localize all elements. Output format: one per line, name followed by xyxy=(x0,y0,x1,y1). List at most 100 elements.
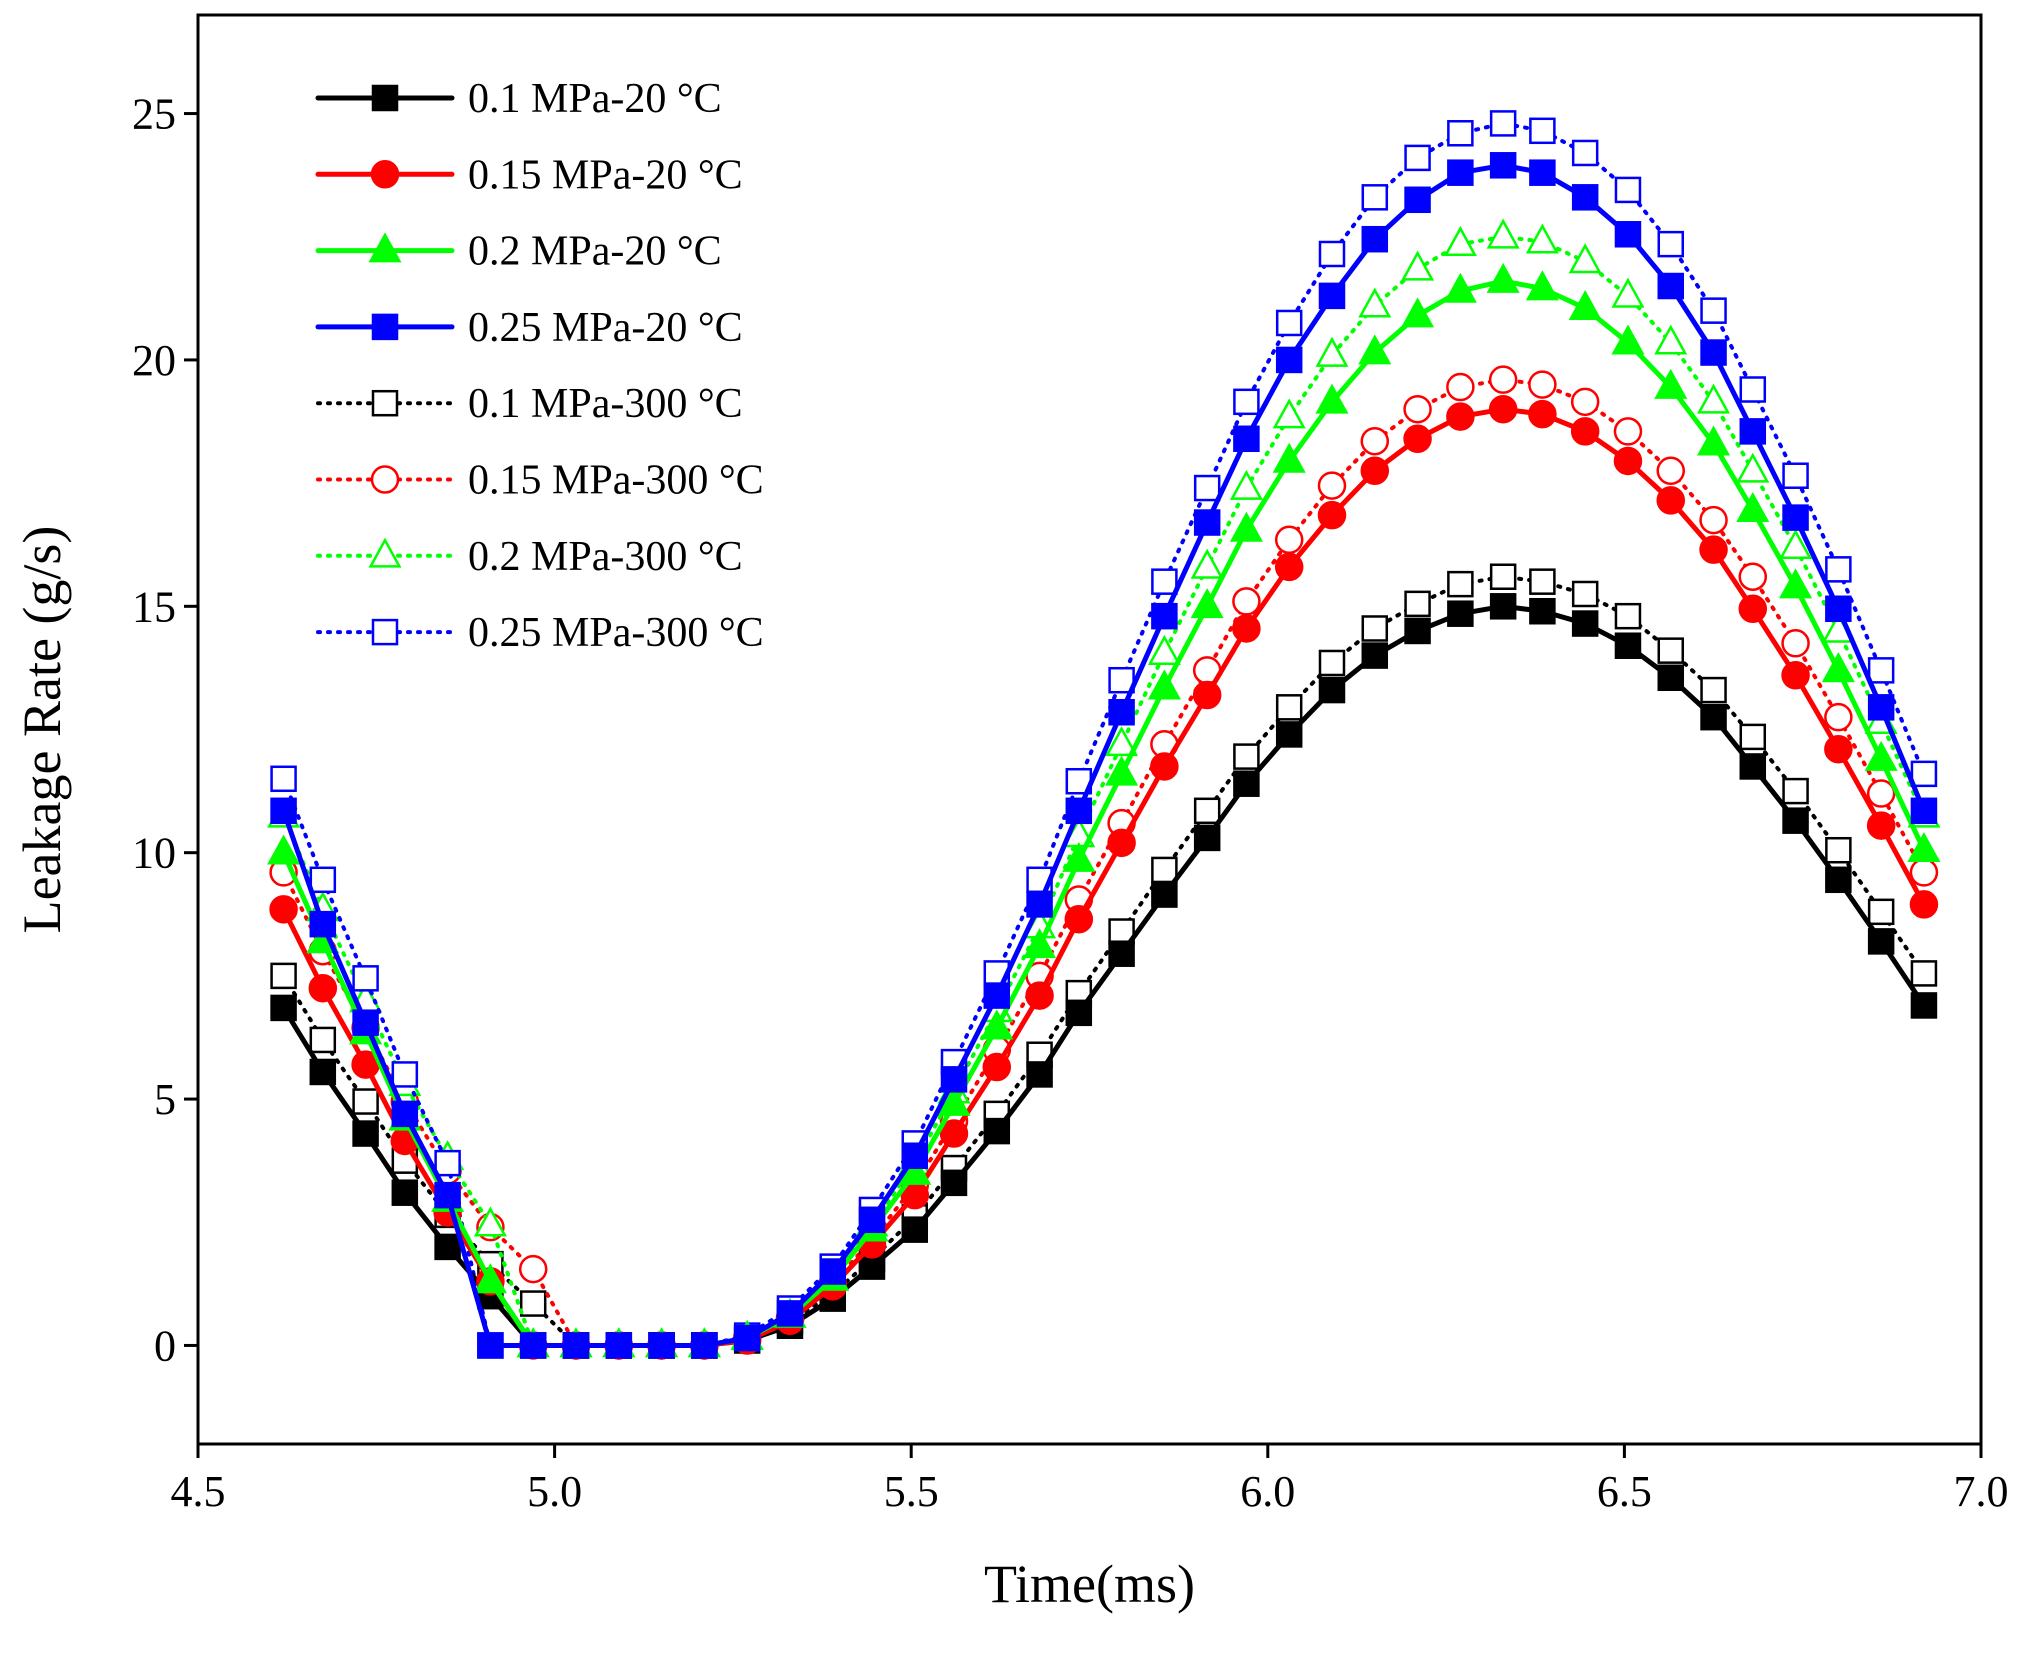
data-point xyxy=(1147,634,1181,665)
data-point xyxy=(1739,376,1767,403)
data-point xyxy=(1570,417,1600,446)
data-point xyxy=(1779,568,1813,599)
data-point xyxy=(1738,562,1768,591)
plot-frame xyxy=(196,13,1983,1446)
data-point xyxy=(939,1119,969,1148)
legend-marker xyxy=(371,389,399,417)
data-point xyxy=(1401,297,1435,328)
series-layer xyxy=(267,110,1941,1360)
data-point xyxy=(1656,486,1686,515)
data-point xyxy=(776,1300,804,1327)
data-point xyxy=(519,1290,547,1317)
data-point xyxy=(1739,418,1767,445)
data-point xyxy=(308,973,338,1003)
data-point xyxy=(983,1117,1011,1145)
data-point xyxy=(1272,442,1306,473)
data-point xyxy=(1654,368,1688,399)
data-point xyxy=(1275,694,1303,721)
data-point xyxy=(1147,669,1181,700)
data-point xyxy=(1738,594,1768,624)
legend-marker xyxy=(371,84,399,112)
data-point xyxy=(1700,297,1727,324)
data-point xyxy=(1825,556,1852,583)
legend-marker xyxy=(368,232,402,263)
data-point xyxy=(940,1169,968,1197)
y-tick-label: 20 xyxy=(132,336,176,385)
data-point xyxy=(1026,1061,1053,1088)
data-point xyxy=(1318,282,1346,310)
legend-entry: 0.15 MPa-20 °C xyxy=(315,152,743,198)
data-point xyxy=(1062,841,1096,872)
legend-label: 0.1 MPa-300 °C xyxy=(468,381,743,427)
x-tick-label: 4.5 xyxy=(171,1467,226,1516)
data-point xyxy=(1318,240,1346,268)
data-point xyxy=(269,895,298,924)
y-tick-label: 15 xyxy=(132,582,176,631)
data-point xyxy=(1315,383,1349,414)
data-point xyxy=(1272,398,1306,429)
data-point xyxy=(1867,928,1895,955)
legend-entry: 0.1 MPa-300 °C xyxy=(316,381,743,427)
data-point xyxy=(270,962,297,990)
data-point xyxy=(1233,770,1260,797)
data-point xyxy=(1275,721,1303,748)
data-point xyxy=(1568,289,1602,321)
data-point xyxy=(1317,471,1347,500)
data-point xyxy=(1105,726,1139,757)
data-point xyxy=(1064,904,1094,934)
data-point xyxy=(1657,664,1685,692)
legend-label: 0.25 MPa-300 °C xyxy=(468,610,764,656)
data-point xyxy=(1736,492,1770,523)
data-point xyxy=(1739,753,1767,780)
data-point xyxy=(1697,383,1731,414)
data-point xyxy=(1358,287,1392,318)
data-point xyxy=(1404,617,1431,645)
x-tick-label: 6.0 xyxy=(1240,1467,1295,1516)
data-point xyxy=(309,910,337,938)
data-point xyxy=(1151,881,1178,908)
x-tick-label: 5.5 xyxy=(884,1467,939,1516)
data-point xyxy=(1614,632,1642,659)
data-point xyxy=(1193,797,1221,825)
data-point xyxy=(270,797,297,825)
data-point xyxy=(1782,807,1809,834)
legend-marker xyxy=(370,160,400,189)
data-point xyxy=(1529,117,1556,145)
data-point xyxy=(901,1216,929,1243)
data-point xyxy=(1361,615,1389,642)
data-point xyxy=(473,1263,507,1294)
legend-label: 0.15 MPa-300 °C xyxy=(468,458,764,504)
series-line xyxy=(281,574,1926,1348)
data-point xyxy=(1443,225,1477,256)
data-point xyxy=(1700,676,1727,704)
data-point xyxy=(1825,595,1852,623)
x-axis-title: Time(ms) xyxy=(984,1554,1195,1614)
data-point xyxy=(1446,402,1475,431)
data-point xyxy=(1065,999,1093,1027)
data-point xyxy=(1614,221,1642,248)
data-point xyxy=(1782,504,1809,531)
data-point xyxy=(1656,456,1686,486)
data-point xyxy=(391,1179,419,1206)
data-point xyxy=(1614,602,1642,630)
data-point xyxy=(1528,370,1557,399)
data-point xyxy=(1910,960,1938,987)
data-point xyxy=(1700,703,1727,731)
data-point xyxy=(1192,680,1222,710)
data-point xyxy=(1193,474,1221,502)
data-point xyxy=(1486,262,1520,293)
data-point xyxy=(1108,699,1135,726)
y-tick-label: 25 xyxy=(132,90,176,139)
data-point xyxy=(309,1026,337,1054)
data-point xyxy=(1824,702,1853,732)
data-point xyxy=(1360,456,1390,486)
y-tick-label: 10 xyxy=(132,829,176,878)
legend: 0.1 MPa-20 °C 0.15 MPa-20 °C 0.2 MPa-20 °C… xyxy=(315,76,764,656)
data-point xyxy=(1821,652,1855,683)
data-point xyxy=(1824,734,1853,764)
data-point xyxy=(519,1332,547,1359)
data-point xyxy=(1699,505,1728,535)
data-point xyxy=(1700,339,1727,366)
data-point xyxy=(1318,649,1346,677)
data-point xyxy=(1779,528,1813,560)
